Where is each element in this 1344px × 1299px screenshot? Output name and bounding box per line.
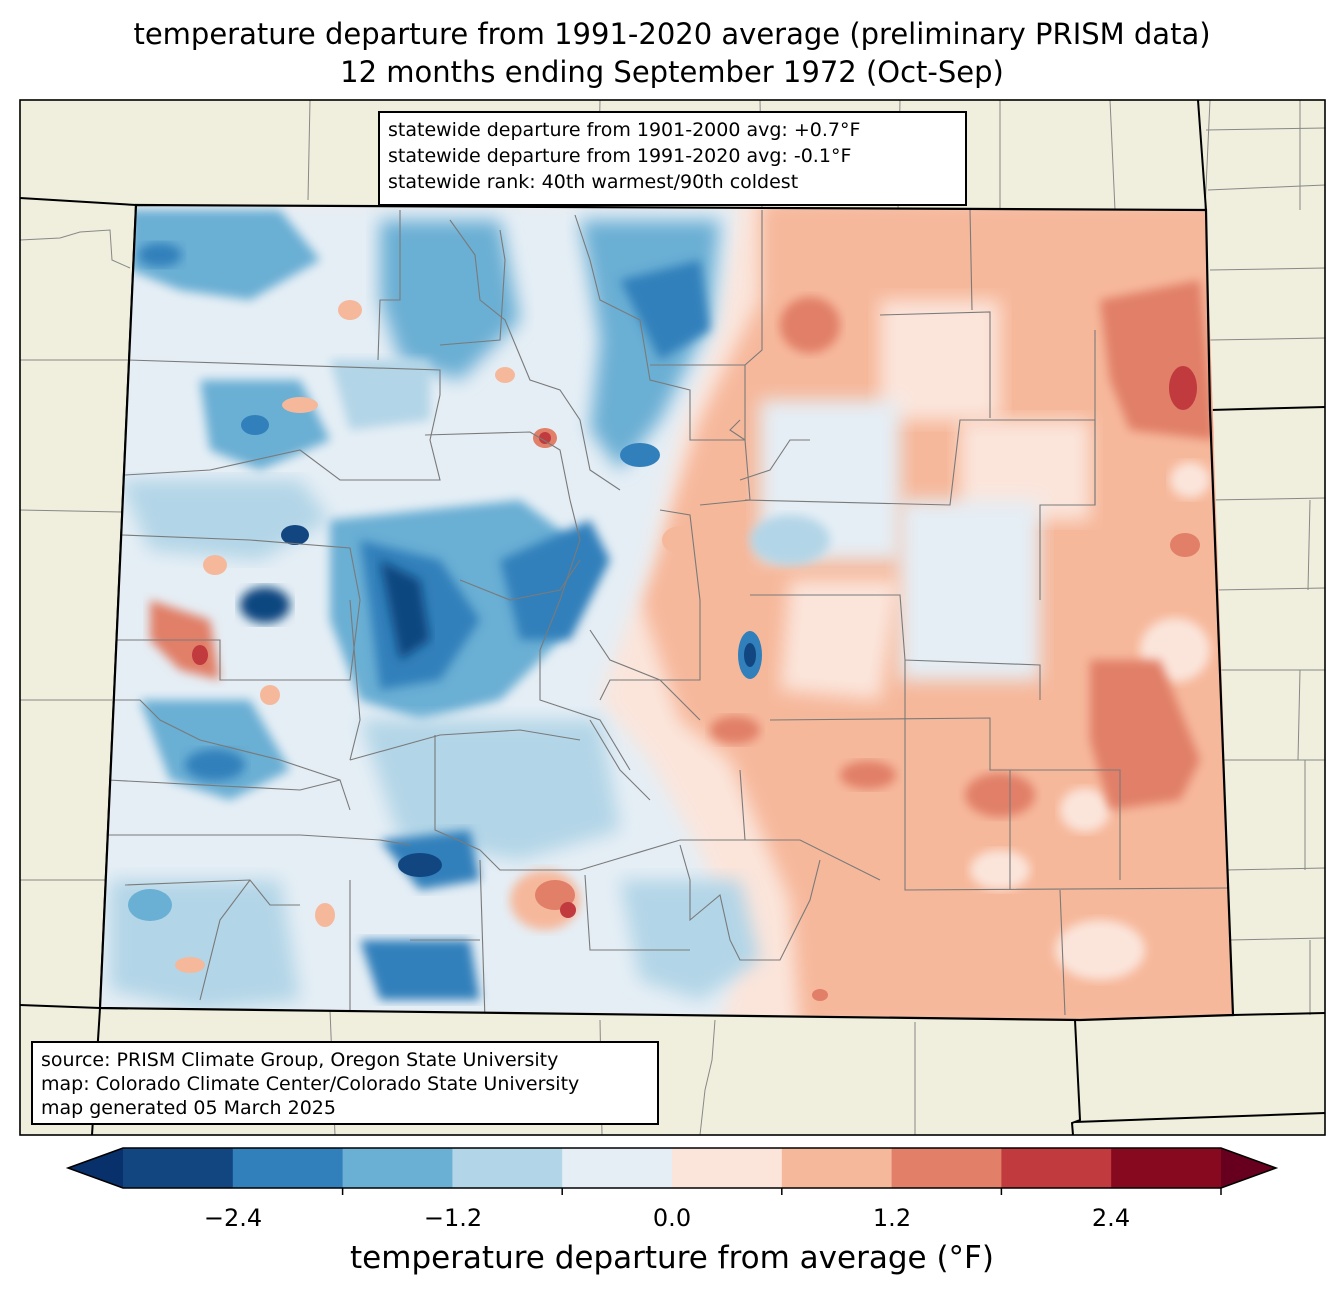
stats-line-3: statewide rank: 40th warmest/90th coldes…: [388, 171, 799, 193]
statewide-stats-box: statewide departure from 1901-2000 avg: …: [378, 111, 967, 206]
colorbar-segment: [1111, 1148, 1222, 1188]
map-title-line2: 12 months ending September 1972 (Oct-Sep…: [340, 55, 1004, 89]
credits-line-2: map: Colorado Climate Center/Colorado St…: [41, 1073, 580, 1095]
colorbar-tick-label: −1.2: [423, 1204, 483, 1232]
colorado-state-border: [98, 203, 1235, 1022]
colorbar-segment: [123, 1148, 234, 1188]
colorbar-outline: [65, 1147, 1279, 1189]
temperature-field: [100, 205, 1233, 1020]
colorbar-segment: [781, 1148, 893, 1188]
map-frame: [19, 99, 1326, 1136]
colorbar-tick-label: 1.2: [872, 1204, 912, 1232]
colorbar-segment: [232, 1148, 344, 1188]
colorbar-segment: [891, 1148, 1002, 1188]
map-title-line1: temperature departure from 1991-2020 ave…: [133, 17, 1211, 51]
colorbar-label: temperature departure from average (°F): [350, 1240, 994, 1276]
colorbar: [65, 1147, 1279, 1195]
colorbar-segment: [562, 1148, 673, 1188]
colorbar-tick-label: −2.4: [203, 1204, 263, 1232]
colorbar-extend-high: [1221, 1148, 1276, 1188]
colorbar-segment: [342, 1148, 453, 1188]
credits-line-3: map generated 05 March 2025: [41, 1097, 336, 1119]
colorbar-segment: [672, 1148, 783, 1188]
colorbar-extend-low: [68, 1148, 123, 1188]
colorbar-tick-label: 2.4: [1091, 1204, 1131, 1232]
credits-line-1: source: PRISM Climate Group, Oregon Stat…: [41, 1049, 559, 1071]
colorbar-segment: [1001, 1148, 1112, 1188]
county-lines: [104, 209, 1231, 1020]
colorbar-segment: [452, 1148, 563, 1188]
colorbar-tick-label: 0.0: [652, 1204, 692, 1232]
stats-line-2: statewide departure from 1991-2020 avg: …: [388, 145, 852, 167]
credits-box: source: PRISM Climate Group, Oregon Stat…: [31, 1041, 659, 1125]
stats-line-1: statewide departure from 1901-2000 avg: …: [388, 119, 861, 141]
